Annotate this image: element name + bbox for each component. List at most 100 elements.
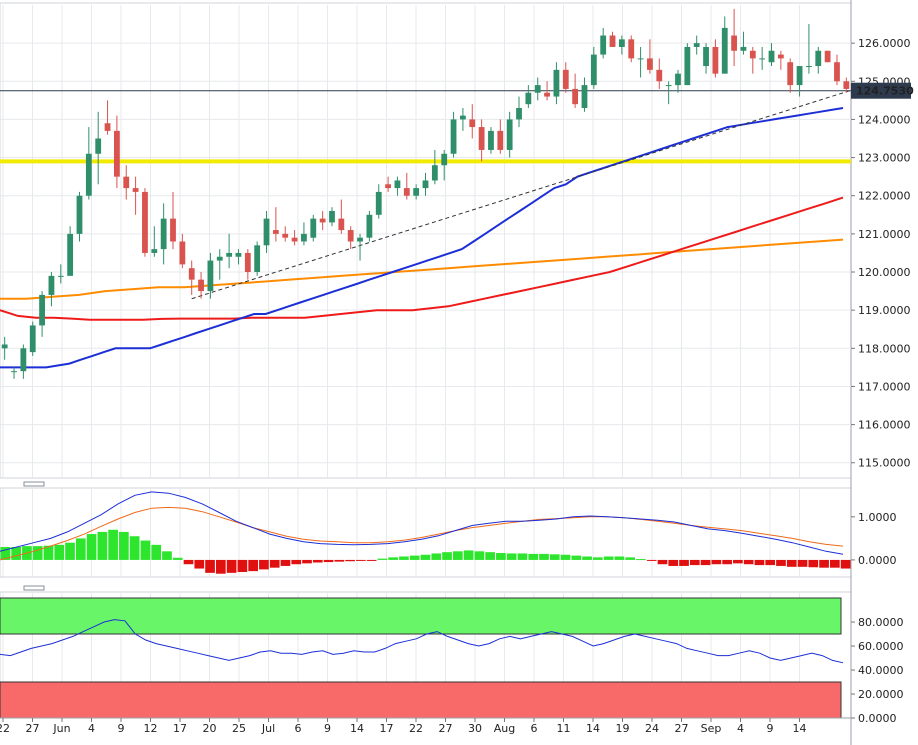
- candle-body: [749, 50, 756, 59]
- candle-body: [151, 249, 158, 253]
- candle-body: [198, 279, 204, 292]
- macd-histogram-bar: [259, 559, 269, 570]
- candle-body: [207, 260, 214, 292]
- candle-body: [815, 50, 822, 67]
- date-axis: 22 27 Jun 4 9 12 17 20 25 Jul 6 9 14 17 22 27 30 Aug 6 11 14…: [0, 717, 851, 735]
- macd-histogram-bar: [43, 545, 54, 560]
- price-tick-label: 116.0000: [858, 419, 911, 432]
- macd-histogram-bar: [226, 559, 237, 573]
- macd-histogram-bar: [334, 559, 345, 562]
- date-tick-label: 9: [767, 722, 774, 735]
- ma-slow-line: [0, 238, 844, 300]
- date-tick-label: 19: [616, 722, 630, 735]
- candle-body: [282, 233, 289, 238]
- macd-histogram-bar: [840, 559, 851, 569]
- macd-histogram-bar: [356, 559, 366, 561]
- macd-signal-line: [0, 506, 844, 561]
- macd-histogram-bar: [646, 559, 657, 561]
- candle-body: [647, 58, 653, 70]
- macd-histogram-bar: [11, 547, 22, 560]
- price-tick-label: 120.0000: [858, 266, 911, 279]
- macd-histogram-bar: [172, 557, 183, 560]
- candle-body: [76, 195, 83, 234]
- date-tick-label: 6: [295, 722, 302, 735]
- macd-histogram-bar: [65, 542, 75, 560]
- candle-body: [609, 35, 616, 47]
- candle-body: [48, 275, 55, 295]
- candle-body: [39, 294, 45, 326]
- macd-histogram-bar: [474, 551, 485, 560]
- date-tick-label: 11: [557, 722, 571, 735]
- macd-histogram-bar: [237, 559, 248, 572]
- candle-body: [226, 252, 233, 257]
- candle-body: [796, 66, 803, 86]
- price-tick-label: 126.0000: [858, 37, 911, 50]
- panel-resize-handle[interactable]: [23, 481, 45, 487]
- date-tick-label: 4: [737, 722, 744, 735]
- candle-body: [403, 188, 410, 196]
- candle-body: [824, 50, 831, 63]
- macd-histogram-bar: [452, 551, 463, 560]
- candle-body: [67, 233, 74, 276]
- candle-body: [123, 176, 130, 189]
- macd-histogram-bar: [420, 554, 431, 560]
- candle-body: [703, 46, 709, 67]
- candle-body: [235, 252, 242, 257]
- macd-histogram-bar: [32, 546, 43, 560]
- date-tick-label: 4: [88, 722, 95, 735]
- moving-average-lines: [0, 89, 852, 369]
- macd-histogram-bar: [312, 559, 323, 563]
- macd-histogram-bar: [97, 531, 108, 560]
- date-tick-label: 27: [26, 722, 40, 735]
- macd-histogram-bar: [0, 547, 11, 560]
- candle-body: [562, 69, 569, 89]
- ma-mid-line: [0, 196, 844, 321]
- date-tick-label: 27: [675, 722, 689, 735]
- macd-line: [0, 491, 844, 555]
- macd-histogram-bar: [776, 559, 786, 566]
- rsi-panel: 80.0000 60.0000 40.0000 20.0000 0.0000: [0, 585, 904, 725]
- candle-body: [843, 81, 850, 89]
- panel-resize-handle[interactable]: [23, 585, 45, 591]
- candle-body: [57, 275, 64, 277]
- rsi-tick-label: 0.0000: [858, 712, 897, 725]
- macd-histogram-bar: [280, 559, 291, 566]
- macd-histogram-bar: [754, 559, 765, 566]
- macd-histogram-bar: [743, 559, 754, 565]
- oversold-zone: [0, 681, 842, 719]
- overbought-zone: [0, 597, 842, 635]
- macd-panel: 1.0000 0.0000: [0, 481, 897, 574]
- date-tick-label: 20: [203, 722, 217, 735]
- macd-histogram-bar: [722, 559, 732, 565]
- macd-histogram-bar: [765, 559, 776, 566]
- candle-body: [20, 348, 27, 372]
- macd-tick-label: 0.0000: [858, 554, 897, 567]
- date-tick-label: Jun: [52, 722, 70, 735]
- candle-body: [357, 237, 363, 242]
- date-tick-label: Aug: [494, 722, 515, 735]
- macd-histogram-bar: [819, 559, 829, 568]
- price-tick-label: 119.0000: [858, 304, 911, 317]
- macd-histogram-bar: [345, 559, 355, 562]
- candle-body: [806, 66, 812, 68]
- macd-histogram-bar: [442, 552, 452, 560]
- macd-histogram-bar: [700, 559, 711, 566]
- macd-histogram-bar: [506, 553, 517, 560]
- date-tick-label: 14: [350, 722, 364, 735]
- macd-histogram-bar: [431, 553, 442, 560]
- candle-body: [834, 62, 840, 82]
- macd-histogram-bar: [323, 559, 334, 563]
- candle-body: [600, 35, 607, 55]
- candle-body: [628, 39, 635, 59]
- date-tick-label: 25: [232, 722, 246, 735]
- macd-histogram-bar: [786, 559, 797, 567]
- price-tick-label: 122.0000: [858, 190, 911, 203]
- rsi-tick-label: 20.0000: [858, 688, 904, 701]
- candle-body: [132, 188, 139, 192]
- date-tick-label: 17: [380, 722, 394, 735]
- candle-body: [712, 46, 719, 74]
- macd-histogram-bar: [377, 558, 388, 560]
- macd-histogram-bar: [119, 531, 129, 560]
- macd-histogram-bar: [711, 559, 722, 565]
- macd-histogram-bar: [194, 559, 205, 569]
